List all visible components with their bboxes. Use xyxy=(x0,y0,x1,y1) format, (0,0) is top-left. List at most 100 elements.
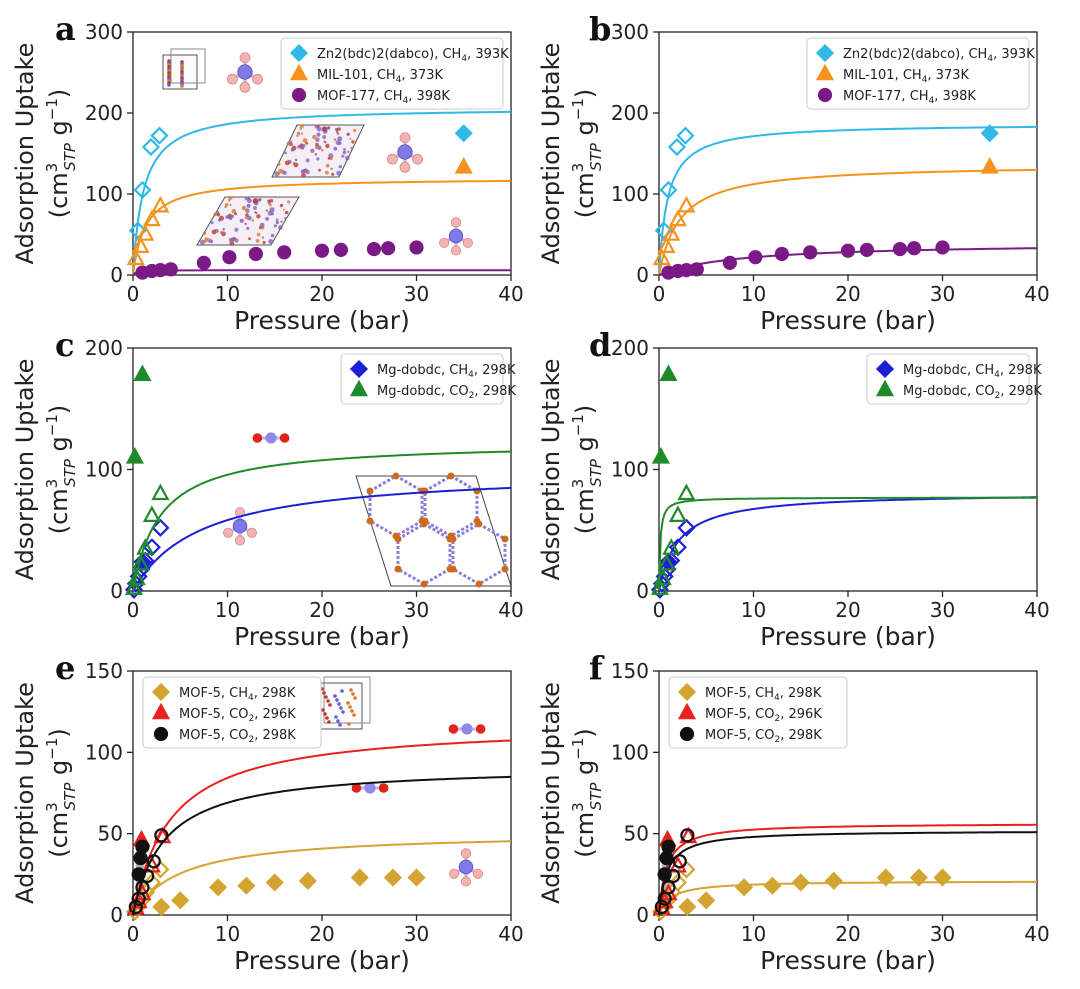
x-tick-label: 40 xyxy=(498,282,523,306)
data-point-open xyxy=(135,880,150,895)
legend-marker-triangle xyxy=(875,379,895,397)
y-tick-label: 150 xyxy=(85,659,123,683)
framework-atom xyxy=(296,131,301,136)
data-point-filled xyxy=(907,241,922,256)
y-tick-label: 50 xyxy=(98,822,123,846)
framework-atom xyxy=(352,713,356,717)
framework-atom xyxy=(257,198,261,202)
carbon-atom xyxy=(448,228,464,244)
framework-atom xyxy=(269,198,274,203)
framework-atom xyxy=(323,140,326,143)
data-point-open xyxy=(677,518,696,537)
data-point-open xyxy=(661,880,676,895)
carbon-atom xyxy=(364,782,376,794)
data-point-open xyxy=(141,137,161,157)
framework-atom xyxy=(279,204,283,208)
data-point-open xyxy=(142,505,161,522)
data-point-filled xyxy=(791,873,810,892)
framework-atom xyxy=(269,203,272,207)
framework-atom xyxy=(335,140,341,146)
framework-atom xyxy=(318,168,321,172)
data-point-filled xyxy=(657,867,672,882)
y-axis-title-line1: Adsorption Uptake xyxy=(11,43,39,265)
y-axis-title-line2: (cm3STP g−1) xyxy=(569,728,605,858)
framework-atom xyxy=(314,124,319,129)
panel-c: c 0 10 20 30 40 0 100 200 Pressure (bar) Adsorptio… xyxy=(11,326,524,651)
data-point-open xyxy=(133,180,152,200)
inset-co2-molecule xyxy=(448,723,486,735)
data-point-open xyxy=(142,209,161,227)
framework-atom xyxy=(268,239,274,244)
data-point-filled xyxy=(763,876,782,895)
framework-atom xyxy=(256,214,261,219)
framework-atom xyxy=(255,239,260,243)
panel-d: d 0 10 20 30 40 0 100 200 Pressure (bar) Adsorptio… xyxy=(537,326,1050,651)
data-point-filled xyxy=(689,262,704,277)
framework-atom xyxy=(334,715,338,719)
fit-curve xyxy=(658,496,1037,592)
legend-frame xyxy=(280,37,504,110)
framework-atom xyxy=(336,132,340,136)
framework-atom xyxy=(256,232,261,237)
hydrogen-atom xyxy=(438,237,450,248)
data-point-filled xyxy=(722,255,737,270)
hydrogen-atom xyxy=(239,81,251,93)
framework-atom xyxy=(315,137,320,143)
framework-atom xyxy=(292,162,296,165)
data-point-filled xyxy=(171,891,190,910)
data-point-open xyxy=(136,538,155,555)
oxygen-atom xyxy=(252,433,263,443)
fit-curve xyxy=(658,496,1037,592)
data-point-open xyxy=(124,578,143,595)
x-tick-label: 30 xyxy=(404,598,429,622)
data-point-open xyxy=(662,224,681,241)
x-tick-label: 30 xyxy=(930,282,955,306)
framework-atom xyxy=(345,158,349,161)
hydrogen-atom xyxy=(448,868,460,879)
x-tick-label: 40 xyxy=(1024,282,1049,306)
inset-ch4-molecule xyxy=(386,132,424,173)
x-axis-title: Pressure (bar) xyxy=(234,306,410,335)
data-point-filled xyxy=(748,250,763,265)
data-point-open xyxy=(668,505,687,522)
framework-atom xyxy=(234,238,239,243)
framework-atom xyxy=(349,137,352,140)
fit-curve xyxy=(132,450,512,592)
panel-letter: e xyxy=(55,649,75,687)
data-point-filled xyxy=(859,242,875,257)
framework-atom xyxy=(253,206,257,210)
framework-atom xyxy=(245,208,250,213)
framework-atom xyxy=(321,149,324,152)
legend-marker-triangle xyxy=(349,379,369,397)
data-point-filled xyxy=(265,873,284,892)
framework-atom xyxy=(350,709,354,713)
inset-zn-unit-cell xyxy=(162,48,206,90)
data-point-open xyxy=(657,236,676,253)
panel-letter: b xyxy=(589,10,611,48)
framework-atom xyxy=(299,127,303,130)
data-point-open xyxy=(654,899,669,914)
framework-atom xyxy=(241,205,247,211)
data-point-filled xyxy=(659,850,674,866)
inset-co2-molecule xyxy=(252,432,290,444)
x-axis-title: Pressure (bar) xyxy=(234,622,410,651)
legend: Zn2(bdc)2(dabco), CH4, 393K MIL-101, CH4,… xyxy=(280,37,509,110)
data-point-open xyxy=(652,248,671,266)
framework-atom xyxy=(202,231,207,235)
framework-atom xyxy=(261,236,265,239)
data-point-open xyxy=(667,137,687,157)
data-point-open xyxy=(127,568,146,586)
framework-atom xyxy=(333,146,338,151)
legend-marker-diamond xyxy=(677,682,697,702)
oxygen-atom xyxy=(378,783,389,793)
hydrogen-atom xyxy=(252,73,264,85)
framework-atom xyxy=(338,723,342,727)
inset-ch4-molecule xyxy=(438,217,474,256)
framework-atom xyxy=(167,71,171,75)
legend: Zn2(bdc)2(dabco), CH4, 393K MIL-101, CH4,… xyxy=(806,37,1035,110)
framework-atom xyxy=(324,695,328,699)
data-point-open xyxy=(653,568,672,586)
legend-label: Mg-dobdc, CO2, 298K xyxy=(377,384,516,401)
framework-atom xyxy=(300,124,304,128)
